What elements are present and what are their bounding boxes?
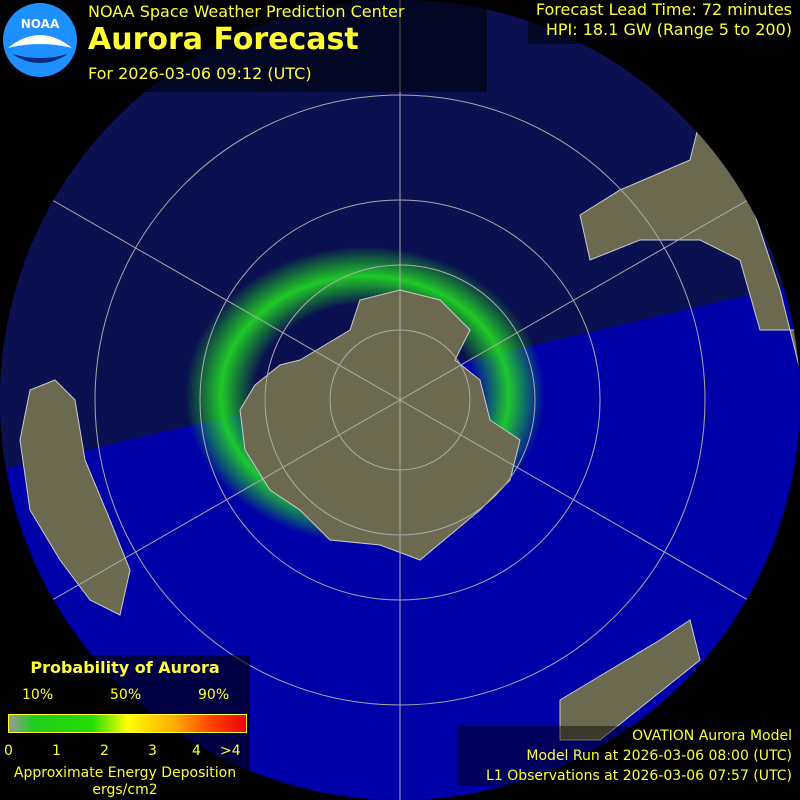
landmass-east: [579, 89, 800, 371]
hpi-value: HPI: 18.1 GW (Range 5 to 200): [545, 20, 792, 39]
legend-tick: 0: [4, 743, 13, 759]
lead-time: Forecast Lead Time: 72 minutes: [535, 0, 792, 19]
model-run: Model Run at 2026-03-06 08:00 (UTC): [526, 748, 792, 764]
legend-title: Probability of Aurora: [30, 658, 220, 677]
legend-tick: 3: [148, 743, 157, 759]
legend-units: ergs/cm2: [92, 782, 158, 798]
landmass-west: [19, 379, 131, 616]
header-panel: NOAA NOAA Space Weather Prediction Cente…: [0, 0, 487, 92]
legend: Probability of Aurora 10% 50% 90% 0 1 2 …: [0, 655, 250, 800]
forecast-info: Forecast Lead Time: 72 minutes HPI: 18.1…: [527, 0, 792, 44]
model-name: OVATION Aurora Model: [632, 728, 792, 744]
forecast-time: For 2026-03-06 09:12 (UTC): [88, 64, 312, 83]
antarctica: [239, 289, 521, 561]
color-scale-bar: [8, 714, 247, 733]
model-info: OVATION Aurora Model Model Run at 2026-0…: [458, 726, 792, 786]
noaa-logo: NOAA: [3, 3, 77, 77]
landmass-southeast: [559, 619, 701, 741]
legend-tick: 4: [192, 743, 201, 759]
legend-tick: 1: [52, 743, 61, 759]
legend-tick: 2: [100, 743, 109, 759]
svg-text:NOAA: NOAA: [21, 17, 60, 31]
legend-pct-50: 50%: [110, 687, 142, 703]
legend-pct-90: 90%: [198, 687, 230, 703]
observations-time: L1 Observations at 2026-03-06 07:57 (UTC…: [486, 768, 792, 784]
org-name: NOAA Space Weather Prediction Center: [88, 2, 405, 21]
page-title: Aurora Forecast: [88, 22, 359, 57]
legend-subtitle: Approximate Energy Deposition: [13, 765, 237, 781]
legend-pct-10: 10%: [22, 687, 54, 703]
legend-tick: >4: [220, 743, 241, 759]
